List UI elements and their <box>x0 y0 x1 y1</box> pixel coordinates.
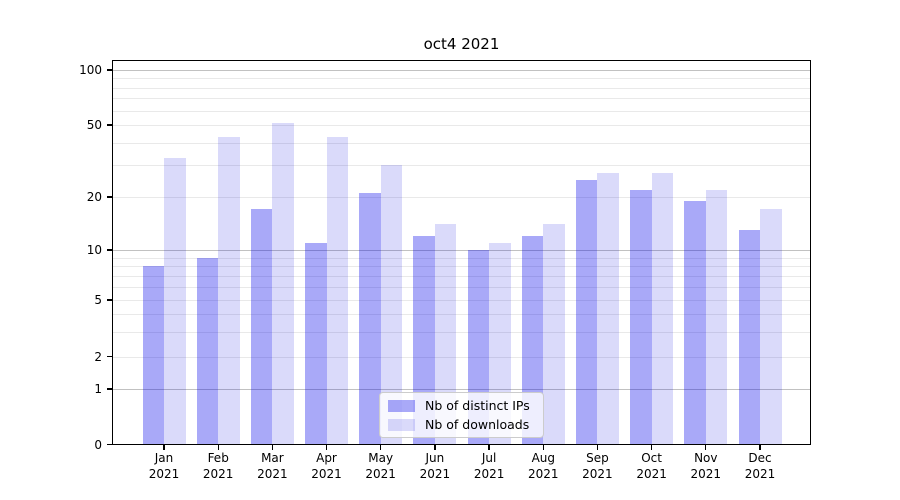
y-tick-label-5: 5 <box>94 293 102 307</box>
y-tick-label-50: 50 <box>86 118 102 132</box>
gridline-y-7 <box>113 275 810 277</box>
legend-swatch-distinct-ips <box>388 399 415 412</box>
x-tick-label-dec: Dec 2021 <box>744 451 776 481</box>
x-tick-feb <box>217 445 219 450</box>
x-tick-label-aug: Aug 2021 <box>528 451 559 481</box>
x-tick-label-jan: Jan 2021 <box>148 451 180 481</box>
gridline-y-2 <box>113 356 810 358</box>
gridline-y-30 <box>113 165 810 167</box>
bar-distinct-ips-mar <box>250 209 273 445</box>
bar-downloads-may <box>380 165 403 445</box>
x-tick-label-oct: Oct 2021 <box>636 451 667 481</box>
y-tick-label-1: 1 <box>94 382 102 396</box>
bar-distinct-ips-feb <box>196 257 219 445</box>
x-tick-jul <box>488 445 490 450</box>
x-tick-may <box>380 445 382 450</box>
bar-downloads-jun <box>434 224 457 445</box>
legend-item-downloads: Nb of downloads <box>388 417 535 433</box>
bar-downloads-mar <box>272 123 294 445</box>
y-tick-0 <box>107 443 113 446</box>
gridline-y-20 <box>113 197 810 198</box>
chart-title: oct4 2021 <box>423 35 500 53</box>
bar-downloads-aug <box>543 224 565 445</box>
bar-distinct-ips-nov <box>684 200 706 445</box>
x-tick-apr <box>325 445 328 450</box>
bar-distinct-ips-oct <box>630 189 652 445</box>
y-tick-label-100: 100 <box>79 63 102 77</box>
y-tick-50 <box>107 124 113 126</box>
y-tick-label-10: 10 <box>86 243 102 257</box>
y-tick-10 <box>107 249 113 251</box>
gridline-y-5 <box>113 300 810 301</box>
gridline-y-60 <box>113 110 810 112</box>
y-tick-5 <box>107 299 113 301</box>
x-tick-aug <box>542 445 544 450</box>
bar-distinct-ips-sep <box>575 179 598 445</box>
bar-distinct-ips-dec <box>738 229 760 445</box>
x-tick-oct <box>650 445 653 450</box>
legend-label-distinct-ips: Nb of distinct IPs <box>425 397 530 413</box>
bar-downloads-feb <box>218 136 240 445</box>
legend: Nb of distinct IPs Nb of downloads <box>379 392 544 438</box>
bar-downloads-jan <box>164 157 186 445</box>
legend-label-downloads: Nb of downloads <box>425 416 530 432</box>
y-tick-100 <box>107 69 113 71</box>
gridline-y-8 <box>113 266 810 268</box>
gridline-y-90 <box>113 78 810 80</box>
gridline-y-10 <box>113 250 810 251</box>
legend-item-distinct-ips: Nb of distinct IPs <box>388 398 535 414</box>
gridline-y-1 <box>113 389 810 390</box>
x-tick-label-mar: Mar 2021 <box>257 451 288 481</box>
x-tick-label-nov: Nov 2021 <box>690 451 722 481</box>
x-tick-label-apr: Apr 2021 <box>311 451 342 481</box>
gridline-y-70 <box>113 98 810 100</box>
bar-distinct-ips-jan <box>142 266 164 445</box>
bar-downloads-sep <box>597 173 619 445</box>
legend-swatch-downloads <box>388 418 415 431</box>
bar-distinct-ips-may <box>359 193 381 445</box>
bar-downloads-oct <box>651 173 674 445</box>
x-tick-jun <box>434 445 436 450</box>
gridline-y-100 <box>113 70 810 71</box>
x-tick-jan <box>163 445 165 450</box>
gridline-y-40 <box>113 142 810 144</box>
x-tick-label-jun: Jun 2021 <box>419 451 451 481</box>
y-tick-2 <box>107 355 113 358</box>
x-tick-dec <box>759 445 761 450</box>
y-tick-label-0: 0 <box>94 437 102 452</box>
y-tick-1 <box>107 388 113 390</box>
x-tick-label-sep: Sep 2021 <box>582 451 613 481</box>
bar-downloads-dec <box>760 209 782 445</box>
x-tick-label-feb: Feb 2021 <box>202 451 234 481</box>
bar-downloads-apr <box>326 136 348 445</box>
y-tick-20 <box>107 196 113 198</box>
x-tick-mar <box>271 445 274 450</box>
x-tick-sep <box>596 445 599 450</box>
y-tick-label-2: 2 <box>94 349 102 364</box>
gridline-y-6 <box>113 286 810 288</box>
gridline-y-9 <box>113 257 810 259</box>
x-tick-label-jul: Jul 2021 <box>473 451 505 481</box>
bar-downloads-nov <box>705 189 728 445</box>
gridline-y-80 <box>113 87 810 89</box>
y-tick-label-20: 20 <box>86 190 102 204</box>
gridline-y-3 <box>113 331 810 333</box>
gridline-y-50 <box>113 125 810 126</box>
gridline-y-4 <box>113 313 810 315</box>
bar-distinct-ips-apr <box>305 242 327 445</box>
x-tick-label-may: May 2021 <box>365 451 396 481</box>
x-tick-nov <box>705 445 707 450</box>
